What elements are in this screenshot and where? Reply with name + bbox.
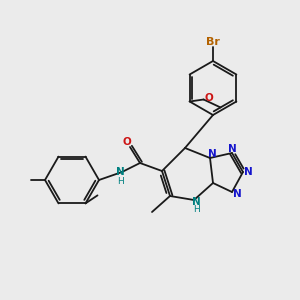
Text: N: N (116, 167, 124, 177)
Text: H: H (193, 206, 200, 214)
Text: H: H (117, 176, 123, 185)
Text: O: O (123, 137, 131, 147)
Text: N: N (244, 167, 252, 177)
Text: N: N (208, 149, 216, 159)
Text: N: N (232, 189, 242, 199)
Text: N: N (228, 144, 236, 154)
Text: N: N (192, 197, 200, 207)
Text: Br: Br (206, 37, 220, 47)
Text: O: O (204, 94, 213, 103)
